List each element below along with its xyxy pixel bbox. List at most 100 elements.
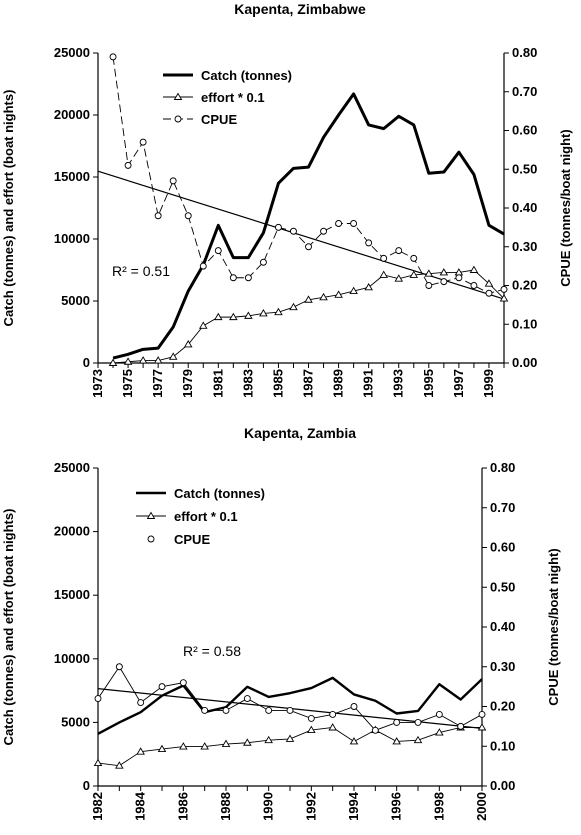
- cpue-point: [425, 282, 433, 289]
- cpue-point: [229, 274, 237, 282]
- left-tick-label: 25000: [54, 45, 90, 60]
- x-tick-label: 1992: [303, 792, 318, 821]
- x-tick-label: 1973: [90, 369, 105, 398]
- effort-point: [304, 295, 313, 303]
- x-tick-label: 1998: [431, 792, 446, 821]
- cpue-point: [393, 718, 401, 726]
- x-tick-label: 1988: [218, 792, 233, 821]
- effort-point: [157, 744, 167, 753]
- effort-point: [328, 723, 337, 731]
- x-tick-label: 2000: [474, 792, 489, 821]
- cpue-point: [158, 683, 166, 691]
- effort-point: [499, 294, 509, 302]
- effort-point: [413, 735, 423, 744]
- right-tick-label: 0.80: [512, 45, 537, 60]
- cpue-point: [139, 138, 147, 146]
- effort-point: [229, 312, 238, 321]
- effort-point: [307, 725, 316, 733]
- cpue-point: [154, 212, 162, 220]
- cpue-point: [470, 282, 478, 289]
- effort-point: [392, 737, 401, 745]
- cpue-point: [244, 274, 252, 282]
- left-axis-title: Catch (tonnes) and effort (boat nights): [1, 90, 16, 327]
- legend-cpue-label: CPUE: [201, 112, 237, 127]
- cpue-point: [350, 703, 358, 710]
- cpue-point: [478, 711, 486, 718]
- right-tick-label: 0.20: [490, 699, 515, 714]
- right-tick-label: 0.70: [490, 500, 515, 515]
- cpue-point: [199, 262, 207, 270]
- x-tick-label: 1993: [391, 369, 406, 398]
- cpue-point: [395, 247, 403, 255]
- x-tick-label: 1991: [361, 369, 376, 398]
- right-tick-label: 0.60: [490, 540, 515, 555]
- right-tick-label: 0.50: [490, 579, 515, 594]
- cpue-series-line: [112, 56, 505, 294]
- effort-point: [319, 292, 328, 301]
- left-tick-label: 15000: [54, 587, 90, 602]
- effort-point: [183, 340, 193, 348]
- x-tick-label: 1977: [150, 369, 165, 398]
- x-tick-label: 1983: [240, 369, 255, 398]
- chart-1: Kapenta, Zimbabwe 0 5000 10000 15000 20000 250…: [1, 1, 573, 398]
- cpue-point: [137, 699, 145, 706]
- effort-point: [108, 358, 118, 366]
- left-tick-label: 0: [83, 778, 90, 793]
- cpue-point: [169, 177, 177, 185]
- x-tick-label: 1987: [301, 369, 316, 398]
- r-squared-label: R² = 0.51: [112, 263, 170, 279]
- cpue-point: [307, 714, 315, 722]
- left-tick-label: 15000: [54, 169, 90, 184]
- chart-title: Kapenta, Zambia: [244, 425, 356, 441]
- cpue-point: [350, 220, 358, 227]
- cpue-point: [124, 161, 132, 169]
- left-tick-label: 5000: [61, 714, 90, 729]
- x-tick-label: 1982: [90, 792, 105, 821]
- x-tick-label: 1994: [346, 791, 361, 821]
- cpue-trendline: [97, 170, 505, 300]
- effort-point: [394, 274, 404, 282]
- effort-point: [349, 737, 359, 745]
- legend: Catch (tonnes) effort * 0.1 CPUE: [163, 68, 292, 127]
- legend-effort-marker: [146, 511, 156, 519]
- effort-point: [221, 739, 231, 747]
- cpue-series-line: [97, 665, 483, 731]
- effort-point: [349, 286, 358, 295]
- left-tick-label: 10000: [54, 231, 90, 246]
- legend-effort-label: effort * 0.1: [174, 509, 238, 524]
- cpue-point: [485, 289, 493, 297]
- effort-point: [484, 279, 494, 287]
- cpue-point: [265, 707, 273, 714]
- legend-catch-label: Catch (tonnes): [174, 486, 265, 501]
- effort-point: [439, 268, 449, 276]
- right-axis-title: CPUE (tonnes/boat night): [546, 548, 561, 705]
- legend-cpue-marker: [174, 115, 182, 123]
- chart-2: Kapenta, Zambia 0 5000 10000 15000 20000 25000…: [1, 425, 561, 821]
- left-tick-label: 10000: [54, 651, 90, 666]
- effort-point: [93, 758, 103, 767]
- effort-series-line: [97, 727, 482, 767]
- chart-title: Kapenta, Zimbabwe: [234, 1, 366, 17]
- left-tick-label: 0: [83, 355, 90, 370]
- cpue-point: [286, 707, 294, 714]
- right-tick-label: 0.20: [512, 278, 537, 293]
- cpue-point: [440, 278, 448, 286]
- effort-point: [243, 738, 252, 746]
- cpue-point: [214, 247, 222, 255]
- x-tick-label: 1996: [389, 792, 404, 821]
- effort-point: [435, 728, 444, 736]
- cpue-point: [259, 258, 267, 266]
- left-tick-label: 25000: [54, 460, 90, 475]
- right-tick-label: 0.10: [490, 738, 515, 753]
- cpue-point: [94, 695, 102, 702]
- cpue-point: [380, 254, 388, 262]
- legend-cpue-marker: [147, 535, 155, 543]
- cpue-point: [305, 243, 312, 251]
- effort-point: [285, 734, 295, 742]
- effort-point: [123, 357, 133, 365]
- effort-point: [168, 352, 178, 360]
- cpue-point: [184, 212, 192, 220]
- effort-point: [409, 270, 419, 278]
- cpue-point: [115, 663, 123, 671]
